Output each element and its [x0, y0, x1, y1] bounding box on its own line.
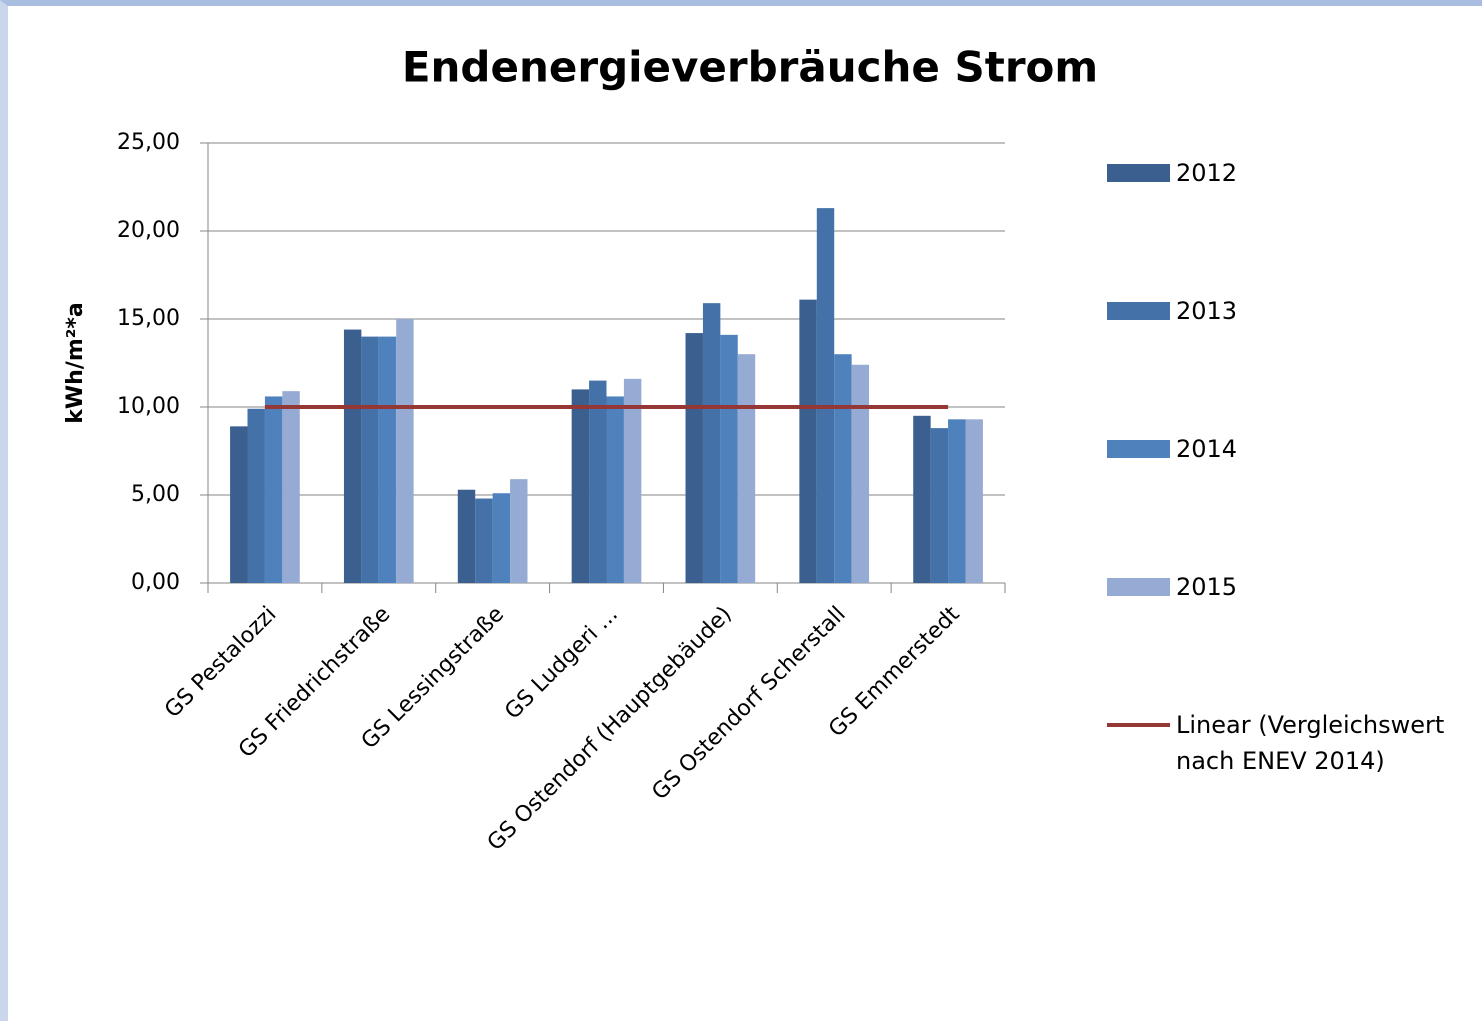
bar [948, 419, 966, 583]
y-tick-label: 20,00 [117, 218, 180, 243]
bar [851, 364, 870, 583]
bar [623, 378, 642, 583]
bar [361, 336, 379, 583]
bar [343, 329, 362, 583]
legend-label: 2013 [1176, 297, 1238, 325]
bar [834, 354, 852, 583]
bar [737, 354, 756, 583]
bar [264, 396, 283, 583]
bar [510, 479, 528, 583]
bar [571, 389, 590, 583]
bar [230, 426, 248, 583]
bar [702, 303, 721, 583]
bar [606, 396, 624, 583]
chart-title: Endenergieverbräuche Strom [402, 43, 1098, 92]
legend-swatch [1107, 578, 1170, 596]
x-tick-label: GS Ostendorf Scherstall [647, 602, 850, 805]
y-tick-label: 15,00 [117, 306, 180, 331]
bar [930, 428, 949, 583]
bar [247, 408, 265, 583]
legend-label: 2014 [1176, 435, 1238, 463]
bar [492, 493, 511, 583]
legend-swatch [1107, 440, 1170, 458]
bar [913, 415, 931, 583]
bar [378, 336, 397, 583]
y-tick-label: 25,00 [117, 130, 180, 155]
bar [396, 319, 414, 583]
x-tick-label: GS Ludgeri ... [500, 602, 623, 725]
legend-label: 2015 [1176, 573, 1238, 601]
bar [282, 391, 300, 583]
bar [720, 334, 738, 583]
legend-swatch [1107, 302, 1170, 320]
y-tick-label: 5,00 [131, 482, 180, 507]
bar [589, 380, 607, 583]
bar [799, 299, 817, 583]
bar [816, 208, 835, 583]
y-tick-label: 10,00 [117, 394, 180, 419]
legend-label: 2012 [1176, 159, 1238, 187]
bar [475, 498, 493, 583]
bar [965, 419, 983, 583]
legend-swatch [1107, 164, 1170, 182]
x-tick-label: GS Ostendorf (Hauptgebäude) [483, 602, 737, 856]
bar [457, 489, 476, 583]
y-axis-label: kWh/m²*a [63, 302, 88, 424]
bar [685, 333, 703, 583]
legend-label: Linear (Vergleichswert nach ENEV 2014) [1176, 711, 1445, 775]
y-tick-label: 0,00 [131, 570, 180, 595]
x-tick-label: GS Pestalozzi [160, 602, 281, 723]
